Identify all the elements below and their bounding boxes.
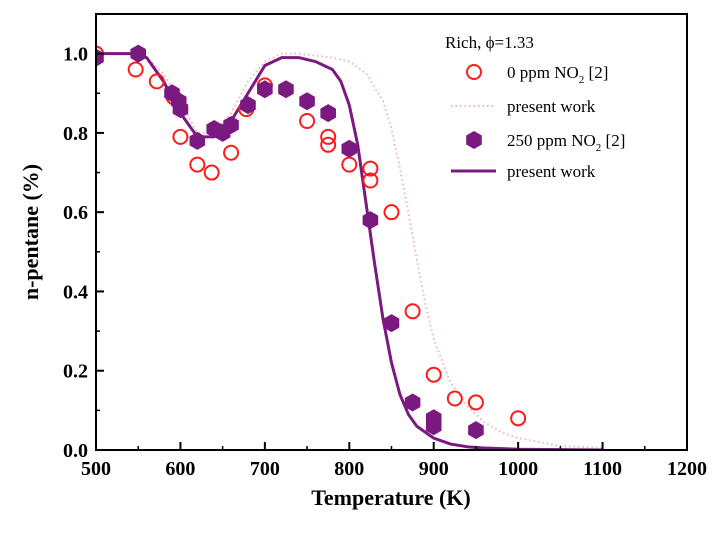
data-point-250ppm <box>240 96 256 115</box>
y-axis-title: n-pentane (%) <box>18 164 43 300</box>
legend-label-0ppm: 0 ppm NO2 [2] <box>507 63 608 86</box>
data-point-0ppm <box>383 204 400 221</box>
data-point-0ppm <box>203 164 220 181</box>
legend-label-present-work-dotted: present work <box>507 97 596 116</box>
data-point-0ppm <box>446 390 463 407</box>
x-tick-label: 1000 <box>498 458 538 480</box>
data-point-250ppm <box>223 115 239 134</box>
data-point-250ppm <box>383 314 400 333</box>
data-point-0ppm <box>341 156 358 173</box>
data-point-250ppm <box>130 44 147 63</box>
data-point-250ppm <box>189 131 206 150</box>
data-point-0ppm <box>299 113 316 130</box>
legend-label-250ppm: 250 ppm NO2 [2] <box>507 131 625 154</box>
x-tick-label: 1100 <box>583 458 622 480</box>
data-point-250ppm <box>425 417 442 436</box>
data-point-0ppm <box>189 156 206 173</box>
x-tick-label: 900 <box>419 458 449 480</box>
data-point-250ppm <box>341 139 358 158</box>
data-point-250ppm <box>257 80 273 99</box>
x-tick-label: 700 <box>250 458 280 480</box>
x-tick-label: 800 <box>334 458 364 480</box>
data-point-250ppm <box>362 211 379 230</box>
y-tick-label: 0.4 <box>63 281 88 303</box>
x-tick-label: 600 <box>165 458 195 480</box>
data-point-250ppm <box>404 393 421 412</box>
data-point-250ppm <box>172 100 189 119</box>
data-point-0ppm <box>223 144 240 161</box>
x-axis-title: Temperature (K) <box>311 485 470 510</box>
data-point-250ppm <box>299 92 315 111</box>
data-point-0ppm <box>172 128 189 145</box>
data-point-0ppm <box>362 160 379 177</box>
y-tick-label: 1.0 <box>63 44 88 66</box>
legend-symbol-open-circle <box>466 64 482 80</box>
data-point-0ppm <box>362 172 379 189</box>
data-point-250ppm <box>278 80 294 99</box>
y-tick-label: 0.0 <box>63 440 88 462</box>
data-point-0ppm <box>425 366 442 383</box>
data-point-0ppm <box>148 73 165 90</box>
x-tick-label: 500 <box>81 458 111 480</box>
legend-symbol-hexagon <box>466 131 482 149</box>
legend: Rich, ϕ=1.33 0 ppm NO2 [2] present work … <box>445 33 625 181</box>
y-tick-label: 0.2 <box>63 361 88 383</box>
data-point-250ppm <box>468 421 484 440</box>
y-tick-label: 0.6 <box>63 202 88 224</box>
data-point-0ppm <box>320 136 337 153</box>
data-point-0ppm <box>127 61 144 78</box>
y-tick-label: 0.8 <box>63 123 88 145</box>
data-point-0ppm <box>510 410 527 427</box>
x-tick-label: 1200 <box>667 458 707 480</box>
data-point-0ppm <box>467 394 484 411</box>
data-point-250ppm <box>320 104 336 123</box>
data-point-0ppm <box>320 128 337 145</box>
data-point-0ppm <box>404 303 421 320</box>
legend-title: Rich, ϕ=1.33 <box>445 33 534 52</box>
legend-label-present-work-solid: present work <box>507 162 596 181</box>
